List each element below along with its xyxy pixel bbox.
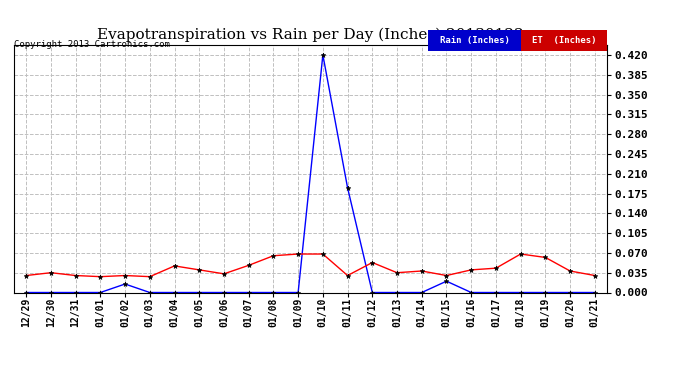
Title: Evapotranspiration vs Rain per Day (Inches) 20130122: Evapotranspiration vs Rain per Day (Inch… xyxy=(97,28,524,42)
FancyBboxPatch shape xyxy=(521,30,607,51)
Text: ET  (Inches): ET (Inches) xyxy=(532,36,596,45)
FancyBboxPatch shape xyxy=(428,30,521,51)
Text: Rain (Inches): Rain (Inches) xyxy=(440,36,509,45)
Text: Copyright 2013 Cartronics.com: Copyright 2013 Cartronics.com xyxy=(14,40,170,49)
